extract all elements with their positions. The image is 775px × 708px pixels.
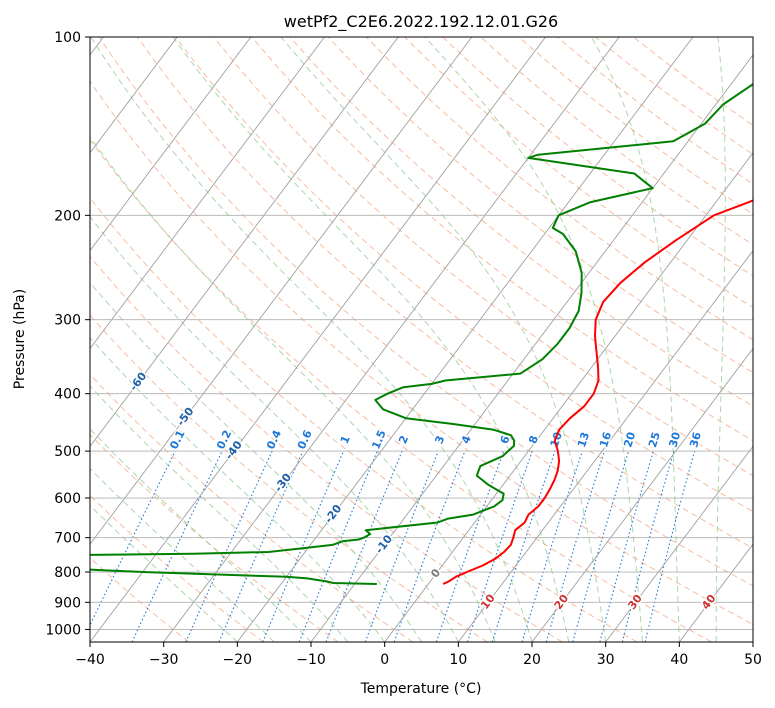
moist-adiabats <box>90 37 753 642</box>
dry-adiabat <box>251 37 753 442</box>
x-axis-title: Temperature (°C) <box>360 681 482 697</box>
y-tick-label: 400 <box>54 387 81 403</box>
dry-adiabat <box>90 433 339 642</box>
temperature-line <box>442 199 753 585</box>
y-tick-label: 200 <box>54 208 81 224</box>
dry-adiabat <box>90 255 563 642</box>
x-tick-label: 40 <box>670 652 688 668</box>
x-tick-label: −20 <box>223 652 253 668</box>
isotherm <box>457 249 753 642</box>
y-tick-label: 700 <box>54 531 81 547</box>
mixing-ratio-line <box>521 450 583 642</box>
moist-adiabat <box>715 37 726 642</box>
mixing-ratio-line <box>262 450 345 642</box>
moist-adiabat <box>90 37 533 642</box>
x-tick-label: −10 <box>296 652 326 668</box>
y-tick-label: 300 <box>54 313 81 329</box>
mixing-ratio-lines <box>90 450 696 642</box>
dewpoint-line <box>90 82 753 585</box>
mixing-ratio-line <box>572 450 630 642</box>
x-axis: −40 −30 −20 −10 0 10 20 30 40 50 <box>75 642 762 668</box>
chart-title: wetPf2_C2E6.2022.192.12.01.G26 <box>284 12 558 32</box>
dry-adiabat <box>404 37 753 308</box>
isotherm <box>163 37 620 642</box>
plot-frame <box>89 36 754 643</box>
mixing-ratio-line <box>435 450 505 642</box>
y-axis: 100 200 300 400 500 600 700 800 900 1000 <box>45 30 90 638</box>
moist-adiabat <box>172 37 570 642</box>
mixing-ratio-line <box>466 450 533 642</box>
mixing-ratio-line <box>325 450 403 642</box>
mixing-ratio-line <box>298 450 378 642</box>
mixing-ratio-line <box>545 450 606 642</box>
isotherm <box>531 347 753 642</box>
moist-adiabat <box>90 337 386 642</box>
moist-adiabat <box>90 385 349 642</box>
dry-adiabat <box>90 197 638 642</box>
moist-adiabat <box>90 504 238 642</box>
moist-adiabat <box>90 281 422 642</box>
moist-adiabat <box>424 37 643 642</box>
isotherm <box>384 152 753 642</box>
mixing-ratio-line <box>491 450 556 642</box>
mixing-ratio-label: 20 <box>621 430 638 449</box>
y-tick-label: 600 <box>54 491 81 507</box>
isotherms <box>90 37 753 642</box>
isotherm <box>605 445 753 642</box>
x-tick-label: 50 <box>744 652 762 668</box>
isotherm <box>90 37 178 154</box>
x-tick-label: −30 <box>149 652 179 668</box>
mixing-ratio-label: 16 <box>597 430 614 449</box>
pressure-gridlines <box>90 37 753 630</box>
moist-adiabat <box>90 216 459 642</box>
dry-adiabat <box>90 373 414 642</box>
isotherm <box>236 37 694 642</box>
isotherm <box>90 37 399 448</box>
x-tick-label: −40 <box>75 652 105 668</box>
y-axis-title: Pressure (hPa) <box>12 289 28 389</box>
mixing-ratio-line <box>599 450 654 642</box>
x-tick-label: 0 <box>380 652 389 668</box>
isotherm <box>90 37 325 350</box>
dry-adiabat <box>175 37 753 513</box>
isotherm <box>90 37 252 252</box>
dry-adiabat <box>213 37 753 477</box>
y-tick-label: 1000 <box>45 622 81 638</box>
mixing-ratio-line <box>218 450 304 642</box>
mixing-ratio-label: 25 <box>646 431 663 449</box>
isotherm <box>90 37 473 545</box>
profiles <box>90 82 753 585</box>
y-tick-label: 500 <box>54 444 81 460</box>
mixing-ratio-line <box>621 450 675 642</box>
moist-adiabat <box>90 428 312 642</box>
moist-adiabat <box>90 136 496 642</box>
y-tick-label: 100 <box>54 30 81 46</box>
moist-adiabat <box>280 37 607 642</box>
y-tick-label: 900 <box>54 595 81 611</box>
mixing-ratio-line <box>364 450 439 642</box>
mixing-ratio-label: 36 <box>687 430 704 449</box>
x-tick-label: 10 <box>449 652 467 668</box>
isotherm <box>310 54 753 642</box>
y-tick-label: 800 <box>54 565 81 581</box>
mixing-ratio-label: 30 <box>667 430 684 449</box>
dry-adiabat <box>289 37 753 407</box>
x-tick-label: 30 <box>597 652 615 668</box>
mixing-ratio-line <box>90 450 176 627</box>
moist-adiabat <box>591 37 680 642</box>
isotherm <box>90 37 546 642</box>
moist-adiabat <box>90 467 275 642</box>
x-tick-label: 20 <box>523 652 541 668</box>
